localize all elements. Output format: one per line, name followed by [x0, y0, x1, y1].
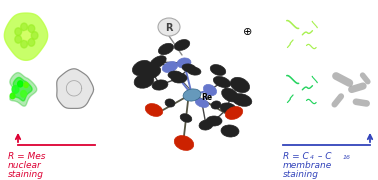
Ellipse shape: [158, 43, 174, 55]
Ellipse shape: [203, 84, 217, 96]
Ellipse shape: [145, 103, 163, 116]
Polygon shape: [13, 77, 32, 101]
Ellipse shape: [187, 67, 201, 75]
Circle shape: [18, 81, 23, 87]
Ellipse shape: [180, 114, 192, 122]
Ellipse shape: [171, 73, 187, 83]
Text: R = Mes: R = Mes: [8, 152, 45, 161]
Ellipse shape: [211, 101, 221, 109]
Text: nuclear: nuclear: [8, 161, 42, 170]
Ellipse shape: [174, 40, 190, 50]
Ellipse shape: [182, 64, 196, 72]
Circle shape: [15, 28, 22, 35]
Ellipse shape: [225, 107, 243, 119]
Text: R: R: [165, 23, 173, 33]
Circle shape: [28, 25, 35, 32]
Ellipse shape: [158, 18, 180, 36]
Text: 16: 16: [343, 155, 351, 160]
Ellipse shape: [150, 56, 166, 68]
Circle shape: [22, 31, 30, 40]
Ellipse shape: [168, 71, 182, 79]
Ellipse shape: [132, 60, 152, 76]
Polygon shape: [10, 73, 37, 106]
Text: ⊕: ⊕: [243, 27, 253, 37]
Ellipse shape: [195, 98, 209, 107]
Circle shape: [28, 39, 35, 46]
Circle shape: [21, 91, 26, 97]
Text: Re: Re: [201, 93, 212, 102]
Text: 4: 4: [310, 155, 314, 160]
Ellipse shape: [232, 94, 252, 106]
Ellipse shape: [177, 58, 191, 68]
Circle shape: [31, 32, 38, 39]
Ellipse shape: [143, 66, 161, 78]
Circle shape: [12, 86, 19, 93]
Ellipse shape: [221, 125, 239, 137]
Polygon shape: [57, 69, 93, 108]
Ellipse shape: [199, 120, 213, 130]
Polygon shape: [4, 13, 48, 60]
Ellipse shape: [213, 76, 231, 88]
Text: – C: – C: [315, 152, 332, 161]
Ellipse shape: [231, 77, 249, 93]
Ellipse shape: [174, 136, 194, 150]
Ellipse shape: [134, 74, 154, 88]
Text: staining: staining: [283, 170, 319, 179]
Text: membrane: membrane: [283, 161, 332, 170]
Circle shape: [21, 40, 28, 48]
Text: staining: staining: [8, 170, 44, 179]
Ellipse shape: [165, 99, 175, 107]
Circle shape: [15, 35, 22, 43]
Ellipse shape: [220, 103, 236, 113]
Ellipse shape: [183, 89, 201, 101]
Ellipse shape: [210, 65, 226, 75]
Ellipse shape: [152, 80, 168, 90]
Circle shape: [24, 82, 28, 87]
Ellipse shape: [162, 62, 178, 72]
Text: R = C: R = C: [283, 152, 309, 161]
Ellipse shape: [222, 88, 239, 102]
Circle shape: [10, 93, 15, 99]
Ellipse shape: [206, 116, 222, 126]
Circle shape: [21, 23, 28, 31]
